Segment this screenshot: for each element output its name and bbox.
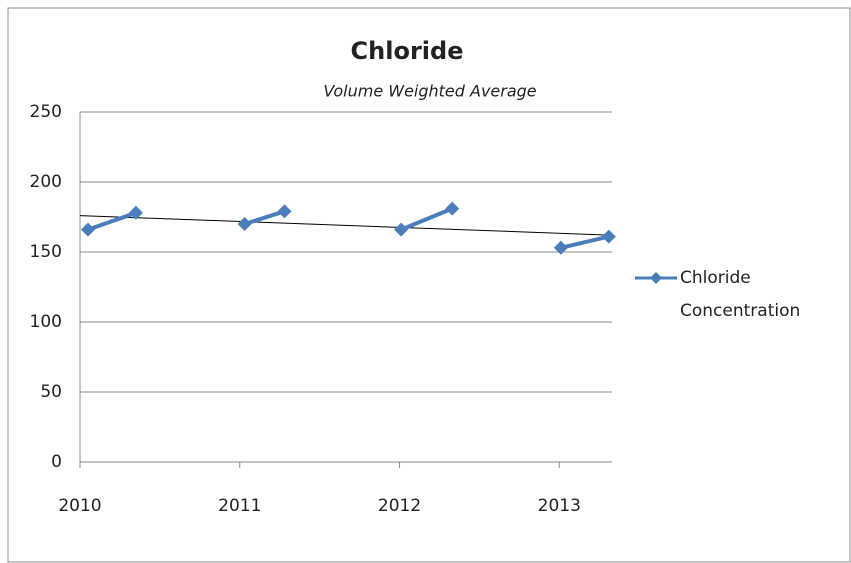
chart-title: Chloride [351, 37, 464, 65]
legend-word: Concentration [680, 301, 800, 321]
marker [277, 204, 292, 219]
marker [553, 240, 568, 255]
legend-label: Chloride Concentration [680, 268, 800, 321]
series-line [560, 234, 610, 250]
marker [601, 229, 616, 244]
series-line [400, 206, 453, 232]
x-tick-label: 2012 [378, 496, 421, 516]
y-tick-label: 100 [30, 312, 62, 332]
legend-word: Chloride [680, 268, 751, 288]
x-tick-label: 2011 [218, 496, 261, 516]
y-tick-label: 150 [30, 242, 62, 262]
marker [445, 201, 460, 216]
x-tick-label: 2013 [538, 496, 581, 516]
y-tick-label: 250 [30, 102, 62, 122]
series-line [243, 209, 286, 226]
marker [80, 222, 95, 237]
chart-subtitle: Volume Weighted Average [323, 82, 536, 101]
y-tick-label: 50 [40, 382, 62, 402]
marker [237, 217, 252, 231]
y-tick-label: 200 [30, 172, 62, 192]
series-line [87, 210, 137, 232]
y-tick-label: 0 [51, 452, 62, 472]
chart-border [7, 7, 851, 563]
x-tick-label: 2010 [58, 496, 101, 516]
marker [394, 222, 409, 237]
marker [128, 205, 143, 220]
trendline [79, 215, 613, 236]
legend-marker [650, 272, 662, 284]
